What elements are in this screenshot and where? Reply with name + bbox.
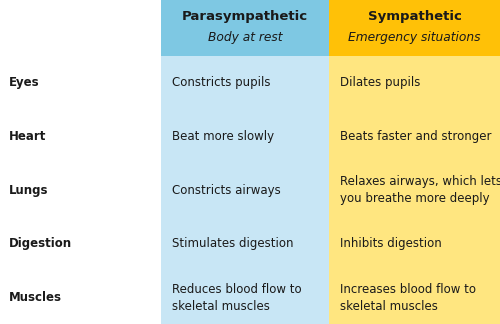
- Text: Body at rest: Body at rest: [208, 31, 282, 44]
- Bar: [329, 0, 500, 56]
- Bar: [161, 217, 329, 271]
- Bar: [329, 217, 500, 271]
- Bar: [161, 110, 329, 163]
- Bar: [161, 56, 329, 110]
- Text: Stimulates digestion: Stimulates digestion: [172, 237, 294, 250]
- Text: Digestion: Digestion: [9, 237, 72, 250]
- Text: Sympathetic: Sympathetic: [368, 10, 462, 23]
- Text: Muscles: Muscles: [9, 291, 62, 304]
- Text: Lungs: Lungs: [9, 184, 48, 197]
- Text: Constricts pupils: Constricts pupils: [172, 76, 270, 89]
- Text: Eyes: Eyes: [9, 76, 40, 89]
- Text: Beat more slowly: Beat more slowly: [172, 130, 274, 143]
- Text: Increases blood flow to
skeletal muscles: Increases blood flow to skeletal muscles: [340, 283, 476, 313]
- Text: Reduces blood flow to
skeletal muscles: Reduces blood flow to skeletal muscles: [172, 283, 302, 313]
- Text: Constricts airways: Constricts airways: [172, 184, 281, 197]
- Text: Relaxes airways, which lets
you breathe more deeply: Relaxes airways, which lets you breathe …: [340, 175, 500, 205]
- Bar: [329, 110, 500, 163]
- Text: Inhibits digestion: Inhibits digestion: [340, 237, 442, 250]
- Text: Dilates pupils: Dilates pupils: [340, 76, 420, 89]
- Text: Heart: Heart: [9, 130, 46, 143]
- Text: Emergency situations: Emergency situations: [348, 31, 481, 44]
- Bar: [161, 163, 329, 217]
- Bar: [329, 56, 500, 110]
- Text: Beats faster and stronger: Beats faster and stronger: [340, 130, 492, 143]
- Bar: [329, 163, 500, 217]
- Bar: [161, 271, 329, 324]
- Bar: [161, 0, 329, 56]
- Text: Parasympathetic: Parasympathetic: [182, 10, 308, 23]
- Bar: [329, 271, 500, 324]
